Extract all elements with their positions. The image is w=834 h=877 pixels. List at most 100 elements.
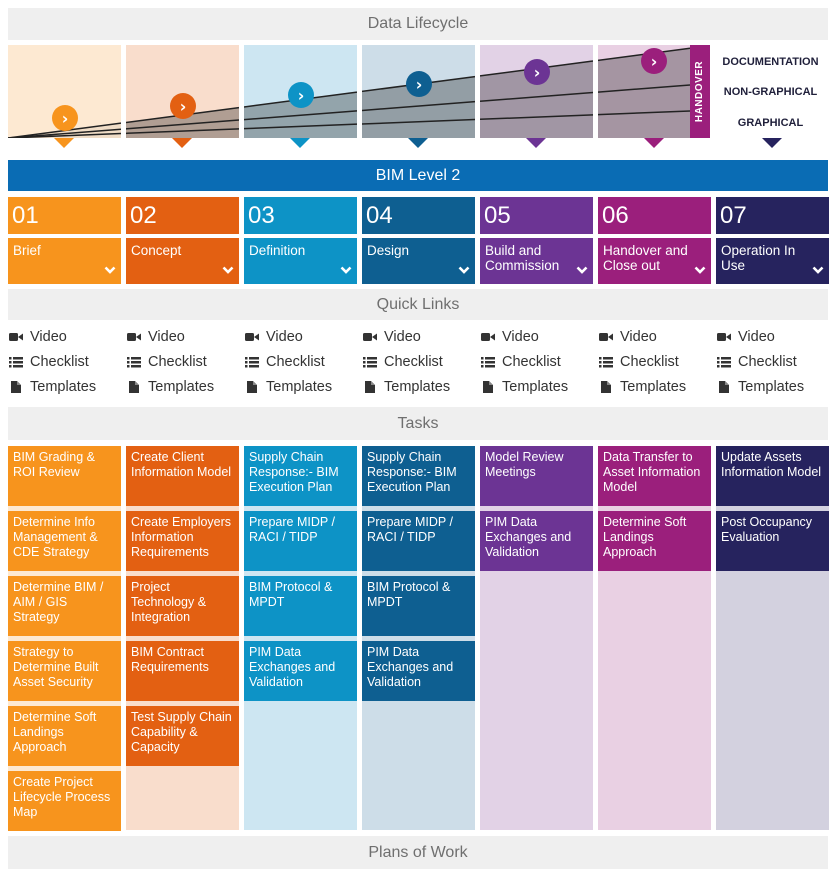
task-card[interactable]: PIM Data Exchanges and Validation [362,641,475,701]
quick-link-templates[interactable]: Templates [598,374,713,399]
stage-arrow-icon[interactable]: › [406,71,432,97]
quick-link-templates[interactable]: Templates [362,374,477,399]
task-card[interactable]: Determine Soft Landings Approach [598,511,711,571]
quick-link-checklist[interactable]: Checklist [362,349,477,374]
quick-link-checklist[interactable]: Checklist [480,349,595,374]
quick-link-video[interactable]: Video [716,324,831,349]
checklist-icon [481,356,495,367]
task-card[interactable]: PIM Data Exchanges and Validation [244,641,357,701]
handover-marker: HANDOVER [690,45,710,138]
quick-link-video[interactable]: Video [8,324,123,349]
stage-arrow-icon[interactable]: › [52,105,78,131]
task-card[interactable]: Create Employers Information Requirement… [126,511,239,571]
quick-link-checklist[interactable]: Checklist [716,349,831,374]
task-card[interactable]: BIM Contract Requirements [126,641,239,701]
stage-dropdown-5[interactable]: Build and Commission [480,238,593,284]
lifecycle-pointer [54,138,74,148]
task-card[interactable]: Project Technology & Integration [126,576,239,636]
lifecycle-line [480,91,593,103]
task-card[interactable]: Create Project Lifecycle Process Map [8,771,121,831]
video-camera-icon [127,332,141,341]
document-icon [716,380,738,394]
document-icon [244,380,266,394]
stage-dropdown-2[interactable]: Concept [126,238,239,284]
stage-dropdown-3[interactable]: Definition [244,238,357,284]
stage-arrow-icon[interactable]: › [170,93,196,119]
quick-links-column: Video Checklist Templates [126,324,241,399]
task-column: Model Review Meetings PIM Data Exchanges … [480,446,593,830]
task-card[interactable]: Model Review Meetings [480,446,593,506]
stage-dropdown-7[interactable]: Operation In Use [716,238,829,284]
quick-link-checklist[interactable]: Checklist [598,349,713,374]
stage-arrow-icon[interactable]: › [641,48,667,74]
legend-documentation: DOCUMENTATION [722,56,819,68]
chevron-down-icon [104,266,116,274]
quick-link-label: Checklist [30,353,89,370]
quick-link-label: Templates [384,378,451,395]
lifecycle-line [598,110,690,116]
checklist-icon [244,355,266,369]
quick-links-column: Video Checklist Templates [8,324,123,399]
lifecycle-line [362,100,475,112]
task-card[interactable]: BIM Protocol & MPDT [362,576,475,636]
checklist-icon [8,355,30,369]
stage-dropdown-6[interactable]: Handover and Close out [598,238,711,284]
quick-link-checklist[interactable]: Checklist [126,349,241,374]
task-card[interactable]: Supply Chain Response:- BIM Execution Pl… [244,446,357,506]
quick-link-templates[interactable]: Templates [126,374,241,399]
quick-link-templates[interactable]: Templates [716,374,831,399]
task-card[interactable]: Prepare MIDP / RACI / TIDP [362,511,475,571]
task-card[interactable]: Strategy to Determine Built Asset Securi… [8,641,121,701]
stage-dropdown-4[interactable]: Design [362,238,475,284]
legend-non-graphical: NON-GRAPHICAL [723,86,818,98]
task-card[interactable]: PIM Data Exchanges and Validation [480,511,593,571]
task-card[interactable]: Determine BIM / AIM / GIS Strategy [8,576,121,636]
stage-number: 02 [126,197,239,234]
lifecycle-panel: › [598,45,690,138]
stage-number: 04 [362,197,475,234]
quick-link-checklist[interactable]: Checklist [8,349,123,374]
task-card[interactable]: Supply Chain Response:- BIM Execution Pl… [362,446,475,506]
stage-arrow-icon[interactable]: › [524,59,550,85]
quick-link-label: Video [384,328,421,345]
stage-label: Brief [13,243,41,258]
task-card[interactable]: Prepare MIDP / RACI / TIDP [244,511,357,571]
task-card[interactable]: Test Supply Chain Capability & Capacity [126,706,239,766]
quick-link-templates[interactable]: Templates [244,374,359,399]
task-card[interactable]: BIM Protocol & MPDT [244,576,357,636]
stage-label: Handover and Close out [603,243,688,273]
task-card[interactable]: Data Transfer to Asset Information Model [598,446,711,506]
lifecycle-wedge [126,106,239,138]
quick-link-label: Video [148,328,185,345]
plans-of-work-header[interactable]: Plans of Work [8,836,828,869]
lifecycle-pointer [762,138,782,148]
task-card[interactable]: Create Client Information Model [126,446,239,506]
document-icon [719,380,729,393]
stage-number: 01 [8,197,121,234]
bim-level-bar: BIM Level 2 [8,160,828,191]
task-column: Update Assets Information Model Post Occu… [716,446,829,830]
quick-link-templates[interactable]: Templates [480,374,595,399]
task-card[interactable]: BIM Grading & ROI Review [8,446,121,506]
video-camera-icon [480,330,502,344]
quick-link-templates[interactable]: Templates [8,374,123,399]
quick-link-video[interactable]: Video [362,324,477,349]
video-camera-icon [716,330,738,344]
quick-link-label: Templates [502,378,569,395]
chevron-down-icon [340,266,352,274]
quick-links-column: Video Checklist Templates [598,324,713,399]
quick-link-video[interactable]: Video [480,324,595,349]
quick-link-video[interactable]: Video [598,324,713,349]
task-card[interactable]: Update Assets Information Model [716,446,829,506]
task-card[interactable]: Post Occupancy Evaluation [716,511,829,571]
task-card[interactable]: Determine Info Management & CDE Strategy [8,511,121,571]
quick-link-video[interactable]: Video [126,324,241,349]
document-icon [129,380,139,393]
task-card[interactable]: Determine Soft Landings Approach [8,706,121,766]
stage-dropdown-1[interactable]: Brief [8,238,121,284]
stage-arrow-icon[interactable]: › [288,82,314,108]
task-column: BIM Grading & ROI Review Determine Info M… [8,446,121,831]
quick-link-video[interactable]: Video [244,324,359,349]
lifecycle-wedge [598,47,690,138]
quick-link-checklist[interactable]: Checklist [244,349,359,374]
